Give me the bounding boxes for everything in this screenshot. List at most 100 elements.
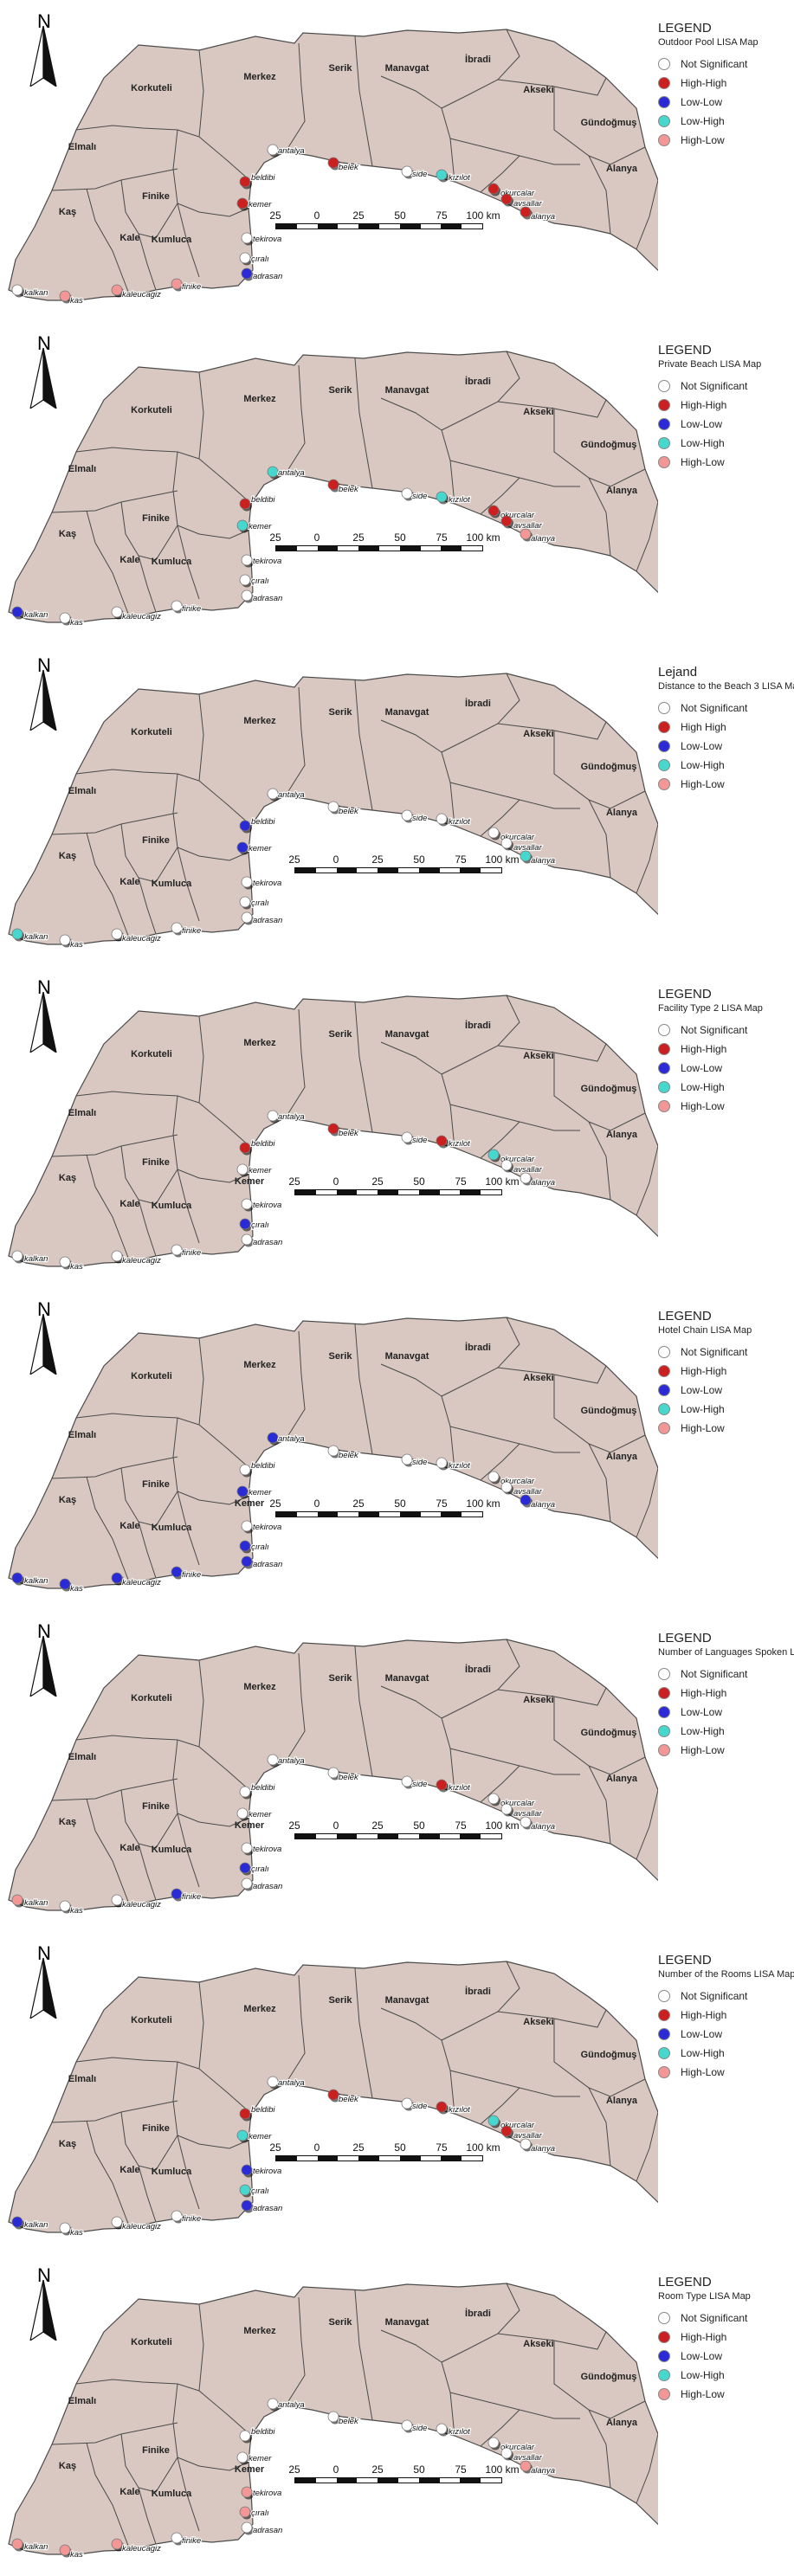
province-map: Korkuteli Merkez Serik Manavgat İbradi Akseki… xyxy=(8,1317,658,1594)
scale-tick-label: 25 xyxy=(371,853,384,866)
legend-label: High-High xyxy=(681,1687,727,1699)
north-label: N xyxy=(37,1298,51,1320)
place-label: kas xyxy=(70,1906,83,1916)
district-label: Finike xyxy=(142,513,170,524)
district-border xyxy=(86,1798,131,1907)
district-border xyxy=(588,2409,611,2489)
legend-label: High-High xyxy=(681,1043,727,1055)
lisa-point-okurcalar xyxy=(487,1149,500,1161)
district-border xyxy=(86,510,131,619)
place-label: finike xyxy=(182,926,201,936)
place-label: avsallar xyxy=(513,1809,543,1819)
scale-segment xyxy=(441,2156,462,2161)
legend-item: Low-Low xyxy=(658,1059,792,1078)
scale-segment xyxy=(358,2156,379,2161)
district-label: Merkez xyxy=(243,1038,276,1048)
scale-segment xyxy=(378,224,400,229)
lisa-point-kaleucagiz xyxy=(111,606,123,618)
district-border xyxy=(636,2111,658,2182)
district-label: Alanya xyxy=(606,1130,638,1140)
lisa-point-tekirova xyxy=(241,1842,253,1854)
district-label: Kaş xyxy=(59,1817,76,1827)
legend-label: High-High xyxy=(681,77,727,89)
province-outline xyxy=(8,1639,658,1911)
scale-segment xyxy=(460,868,481,873)
district-border xyxy=(497,2331,607,2350)
scale-segment xyxy=(315,2478,337,2483)
north-arrow-icon xyxy=(29,26,57,87)
district-border xyxy=(172,1095,250,1183)
scale-tick-label: 100 km xyxy=(485,1819,520,1832)
district-label: Kumluca xyxy=(152,1201,192,1211)
district-label: Elmalı xyxy=(68,1430,96,1440)
scale-segment xyxy=(295,868,316,873)
place-label: alanya xyxy=(531,856,555,866)
district-label: Merkez xyxy=(243,716,276,726)
scale-tick-label: 0 xyxy=(332,1175,339,1188)
place-label: side xyxy=(412,170,427,179)
place-label: kas xyxy=(70,940,83,950)
lisa-point-antalya xyxy=(267,2398,279,2410)
district-border xyxy=(354,1967,373,2099)
scale-segment xyxy=(462,1512,482,1517)
scale-segment xyxy=(397,1190,419,1195)
district-label: Kaş xyxy=(59,2461,76,2471)
lisa-point-kas xyxy=(59,2222,71,2234)
lisa-point-okurcalar xyxy=(487,2115,500,2127)
district-label: Korkuteli xyxy=(131,83,172,93)
district-border xyxy=(588,799,611,879)
lisa-point-kas xyxy=(59,2544,71,2556)
district-border xyxy=(285,364,306,474)
scale-bar: 25 0 25 50 75 100 km xyxy=(269,209,500,229)
lisa-point-kemer xyxy=(236,2451,249,2463)
district-border xyxy=(480,2409,520,2447)
lisa-point-finike xyxy=(171,922,183,934)
lisa-point-antalya xyxy=(267,2076,279,2088)
lisa-point-kızılot xyxy=(436,2101,448,2113)
scale-tick-label: 25 xyxy=(269,531,281,544)
district-border xyxy=(75,2379,200,2392)
scale-segment xyxy=(296,224,318,229)
district-label: Elmalı xyxy=(68,464,96,474)
legend-item: High-Low xyxy=(658,1419,792,1438)
district-border xyxy=(177,1813,200,1888)
legend-swatch-icon xyxy=(658,2028,670,2040)
lisa-point-okurcalar xyxy=(487,827,500,839)
place-label: side xyxy=(412,492,427,501)
district-border xyxy=(497,1365,607,1384)
place-label: kaleucagiz xyxy=(122,612,161,621)
district-label: Finike xyxy=(142,2123,170,2134)
district-border xyxy=(588,2087,611,2167)
district-label: Finike xyxy=(142,1479,170,1490)
legend-swatch-icon xyxy=(658,2369,670,2381)
legend-label: Low-High xyxy=(681,1081,725,1093)
place-label: belek xyxy=(339,485,359,494)
lisa-point-okurcalar xyxy=(487,1793,500,1805)
legend-swatch-icon xyxy=(658,702,670,714)
district-label: Merkez xyxy=(243,72,276,82)
district-label: Kumluca xyxy=(152,2489,192,2499)
scale-segment xyxy=(378,2156,400,2161)
district-label: Merkez xyxy=(243,2004,276,2014)
scale-segment xyxy=(378,2478,398,2483)
scale-tick-label: 50 xyxy=(394,1497,406,1510)
legend-item: Low-High xyxy=(658,2366,792,2385)
legend-swatch-icon xyxy=(658,2388,670,2400)
lisa-point-kalkan xyxy=(11,2216,23,2228)
district-border xyxy=(172,773,250,861)
district-label: Kale xyxy=(119,2487,139,2497)
legend-title: LEGEND xyxy=(658,987,712,1001)
scale-segment xyxy=(357,868,378,873)
lisa-point-finike xyxy=(171,1244,183,1256)
district-border xyxy=(636,2433,658,2504)
district-label: Kaş xyxy=(59,529,76,539)
legend-label: Low-Low xyxy=(681,1706,723,1718)
legend-label: Not Significant xyxy=(681,58,748,70)
scale-segment xyxy=(481,1190,501,1195)
north-arrow-icon xyxy=(29,670,57,731)
district-border xyxy=(354,35,373,167)
district-border xyxy=(588,477,611,557)
lisa-map-panel: Korkuteli Merkez Serik Manavgat İbradi Akseki… xyxy=(0,966,794,1288)
scale-segment xyxy=(439,1834,461,1839)
scale-tick-label: 25 xyxy=(288,853,300,866)
